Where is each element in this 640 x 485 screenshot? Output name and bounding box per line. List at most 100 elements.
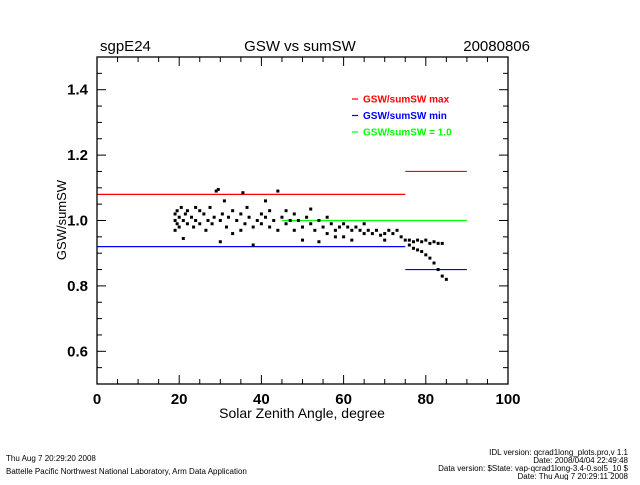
- footer-data-version: Data version: $State: vap-qcrad1long-3.4…: [438, 464, 628, 473]
- data-point: [317, 240, 321, 244]
- data-point: [432, 240, 436, 244]
- data-point: [231, 232, 235, 236]
- data-point: [222, 199, 226, 203]
- data-point: [206, 219, 210, 222]
- data-point: [436, 268, 440, 272]
- data-point: [309, 207, 313, 211]
- data-point: [292, 228, 296, 232]
- data-point: [235, 219, 239, 222]
- x-tick-label: 100: [495, 391, 520, 408]
- data-point: [212, 215, 216, 219]
- data-point: [440, 274, 444, 278]
- data-point: [342, 235, 346, 239]
- data-point: [436, 241, 440, 245]
- data-point: [333, 235, 337, 239]
- reference-lines: [97, 170, 467, 271]
- data-point: [243, 222, 247, 226]
- data-point: [403, 238, 407, 242]
- data-point: [301, 238, 304, 242]
- footer-run-time: Thu Aug 7 20:29:20 2008: [6, 454, 96, 463]
- data-point: [416, 238, 420, 242]
- date-label: 20080806: [463, 38, 530, 55]
- data-point: [416, 248, 420, 252]
- footer-idl-date: Date: 2008/04/04 22:49:48: [533, 456, 628, 465]
- data-point: [354, 225, 358, 229]
- data-point: [284, 222, 288, 226]
- data-point: [192, 225, 196, 229]
- data-point: [325, 232, 329, 236]
- data-point: [202, 212, 206, 216]
- legend-label: GSW/sumSW max: [363, 95, 450, 106]
- data-point: [387, 228, 391, 232]
- data-point: [399, 235, 403, 239]
- legend: GSW/sumSW max GSW/sumSW min GSW/sumSW = 1.…: [352, 95, 452, 139]
- data-point: [444, 277, 448, 281]
- data-point: [424, 238, 428, 242]
- data-point: [309, 222, 313, 226]
- data-point: [255, 219, 259, 222]
- data-point: [177, 225, 181, 229]
- footer-data-date: Date: Thu Aug 7 20:29:11 2008: [518, 472, 629, 480]
- data-point: [407, 238, 411, 242]
- data-point: [383, 232, 387, 236]
- data-point: [247, 215, 251, 219]
- data-point: [175, 209, 179, 213]
- data-point: [185, 209, 189, 213]
- data-point: [407, 243, 411, 247]
- data-point: [220, 212, 224, 216]
- data-point: [350, 238, 354, 242]
- data-point: [198, 209, 202, 213]
- site-label: sgpE24: [100, 38, 151, 55]
- data-point: [173, 219, 177, 222]
- axes: 0 20 40 60 80 100 0.6 0.8 1.0 1.2 1.4: [67, 56, 521, 408]
- y-tick-label: 1.4: [67, 82, 89, 99]
- data-point: [264, 199, 268, 203]
- data-point: [227, 215, 231, 219]
- data-point: [198, 222, 202, 226]
- data-point: [411, 246, 415, 250]
- legend-label: GSW/sumSW = 1.0: [363, 128, 452, 139]
- data-point: [411, 240, 415, 244]
- data-point: [204, 228, 208, 232]
- data-point: [259, 212, 263, 216]
- data-point: [264, 215, 268, 219]
- x-tick-label: 40: [253, 391, 270, 408]
- data-point: [296, 219, 300, 222]
- data-point: [337, 225, 341, 229]
- data-point: [321, 225, 325, 229]
- data-point: [350, 228, 354, 232]
- chart-title: GSW vs sumSW: [244, 38, 357, 55]
- data-point: [284, 209, 288, 213]
- data-point: [245, 205, 249, 209]
- data-point: [251, 243, 255, 247]
- data-point: [181, 219, 185, 222]
- data-point: [301, 225, 304, 229]
- data-point: [241, 191, 245, 195]
- y-tick-label: 0.6: [67, 343, 88, 360]
- data-point: [179, 205, 183, 209]
- data-point: [288, 219, 292, 222]
- data-point: [391, 232, 395, 236]
- data-point: [362, 222, 366, 226]
- data-point: [424, 253, 428, 257]
- data-point: [374, 228, 378, 232]
- x-tick-label: 60: [335, 391, 352, 408]
- y-axis-label: GSW/sumSW: [54, 179, 69, 260]
- data-point: [218, 219, 222, 222]
- data-point: [440, 241, 444, 245]
- data-point: [216, 187, 220, 191]
- x-tick-label: 20: [171, 391, 188, 408]
- data-point: [173, 228, 177, 232]
- x-tick-label: 80: [417, 391, 434, 408]
- data-point: [268, 209, 272, 213]
- x-axis-label: Solar Zenith Angle, degree: [219, 405, 385, 421]
- data-point: [432, 261, 436, 265]
- data-point: [208, 205, 212, 209]
- data-point: [239, 228, 243, 232]
- x-tick-label: 0: [93, 391, 101, 408]
- footer-idl-version: IDL version: qcrad1long_plots.pro,v 1.1: [489, 448, 628, 457]
- data-point: [231, 209, 235, 213]
- data-point: [280, 215, 284, 219]
- data-point: [268, 225, 272, 229]
